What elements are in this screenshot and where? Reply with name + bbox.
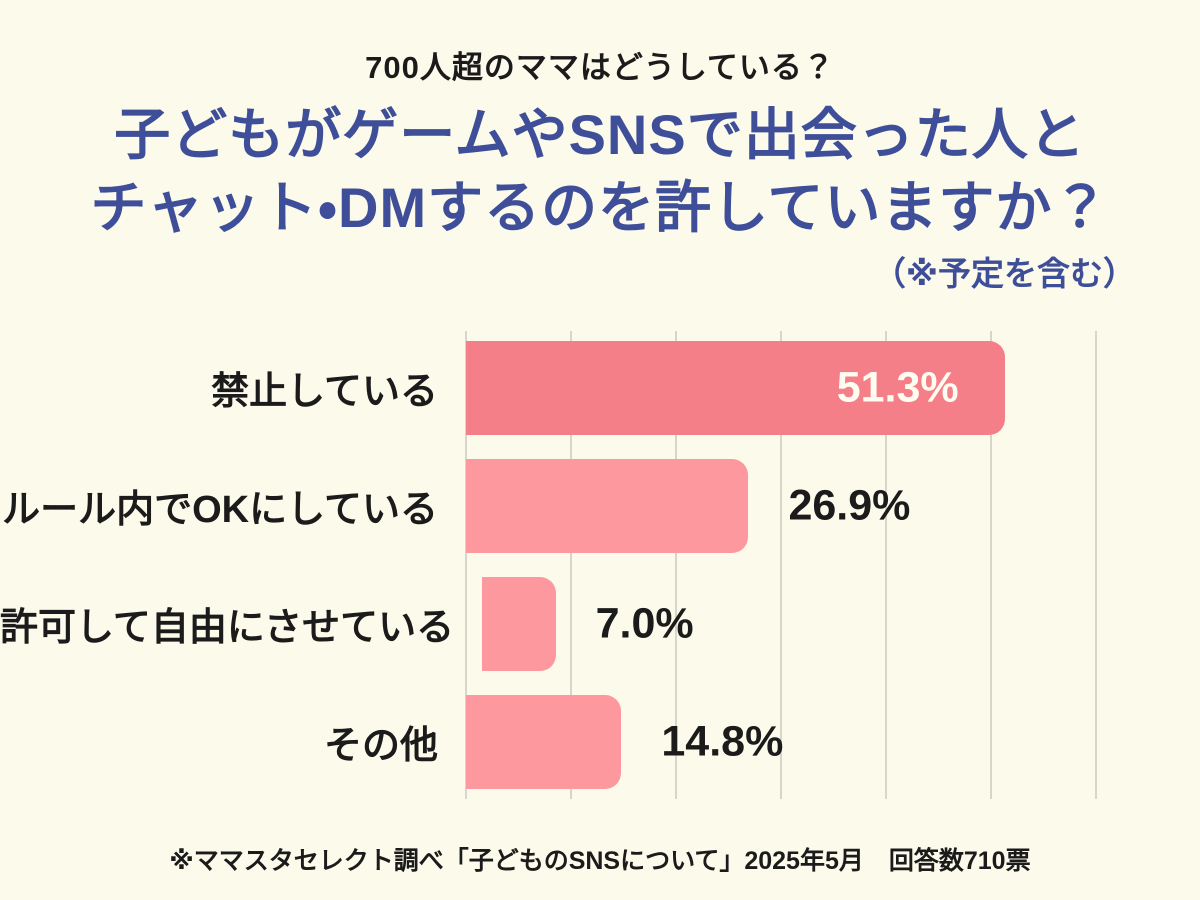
gridline	[780, 330, 782, 799]
bar-track: 14.8%	[466, 694, 1096, 789]
value-label: 7.0%	[595, 599, 694, 648]
title-note: （※予定を含む）	[872, 254, 1136, 292]
category-label: その他	[323, 725, 438, 768]
bar-row-other: その他 14.8%	[0, 694, 1200, 789]
bar-row-allowed-freely: 許可して自由にさせている 7.0%	[0, 576, 1200, 671]
bar-other	[466, 694, 622, 789]
value-label: 14.8%	[661, 717, 784, 766]
category-label: ルール内でOKにしている	[2, 489, 438, 532]
category-label: 禁止している	[211, 371, 438, 414]
bar-chart: 禁止している 51.3% ルール内でOKにしている 26.9% 許可して自由にさ…	[0, 330, 1200, 799]
gridline	[1095, 330, 1097, 799]
gridline	[885, 330, 887, 799]
page-title-line1: 子どもがゲームやSNSで出会った人と	[114, 103, 1086, 166]
chart-gridlines	[465, 330, 1097, 799]
bar-row-prohibited: 禁止している 51.3%	[0, 340, 1200, 435]
page-title: 子どもがゲームやSNSで出会った人と チャット・DMするのを許していますか？	[0, 99, 1200, 245]
gridline	[990, 330, 992, 799]
bar-allowed-freely	[482, 576, 556, 671]
category-label: 許可して自由にさせている	[0, 607, 455, 650]
bar-track: 51.3%	[466, 340, 1096, 435]
gridline	[570, 330, 572, 799]
bar-ok-within-rules	[466, 458, 749, 553]
bar-row-ok-within-rules: ルール内でOKにしている 26.9%	[0, 458, 1200, 553]
source-note: ※ママスタセレクト調べ「子どものSNSについて」2025年5月 回答数710票	[169, 846, 1031, 875]
gridline	[675, 330, 677, 799]
page-title-line2: チャット・DMするのを許していますか？	[90, 175, 1110, 239]
bar-prohibited: 51.3%	[466, 340, 1005, 435]
bar-track: 26.9%	[466, 458, 1096, 553]
bar-track: 7.0%	[482, 576, 1112, 671]
value-label: 51.3%	[836, 363, 959, 412]
page-subtitle: 700人超のママはどうしている？	[365, 50, 835, 85]
value-label: 26.9%	[788, 481, 911, 530]
gridline	[465, 330, 467, 799]
